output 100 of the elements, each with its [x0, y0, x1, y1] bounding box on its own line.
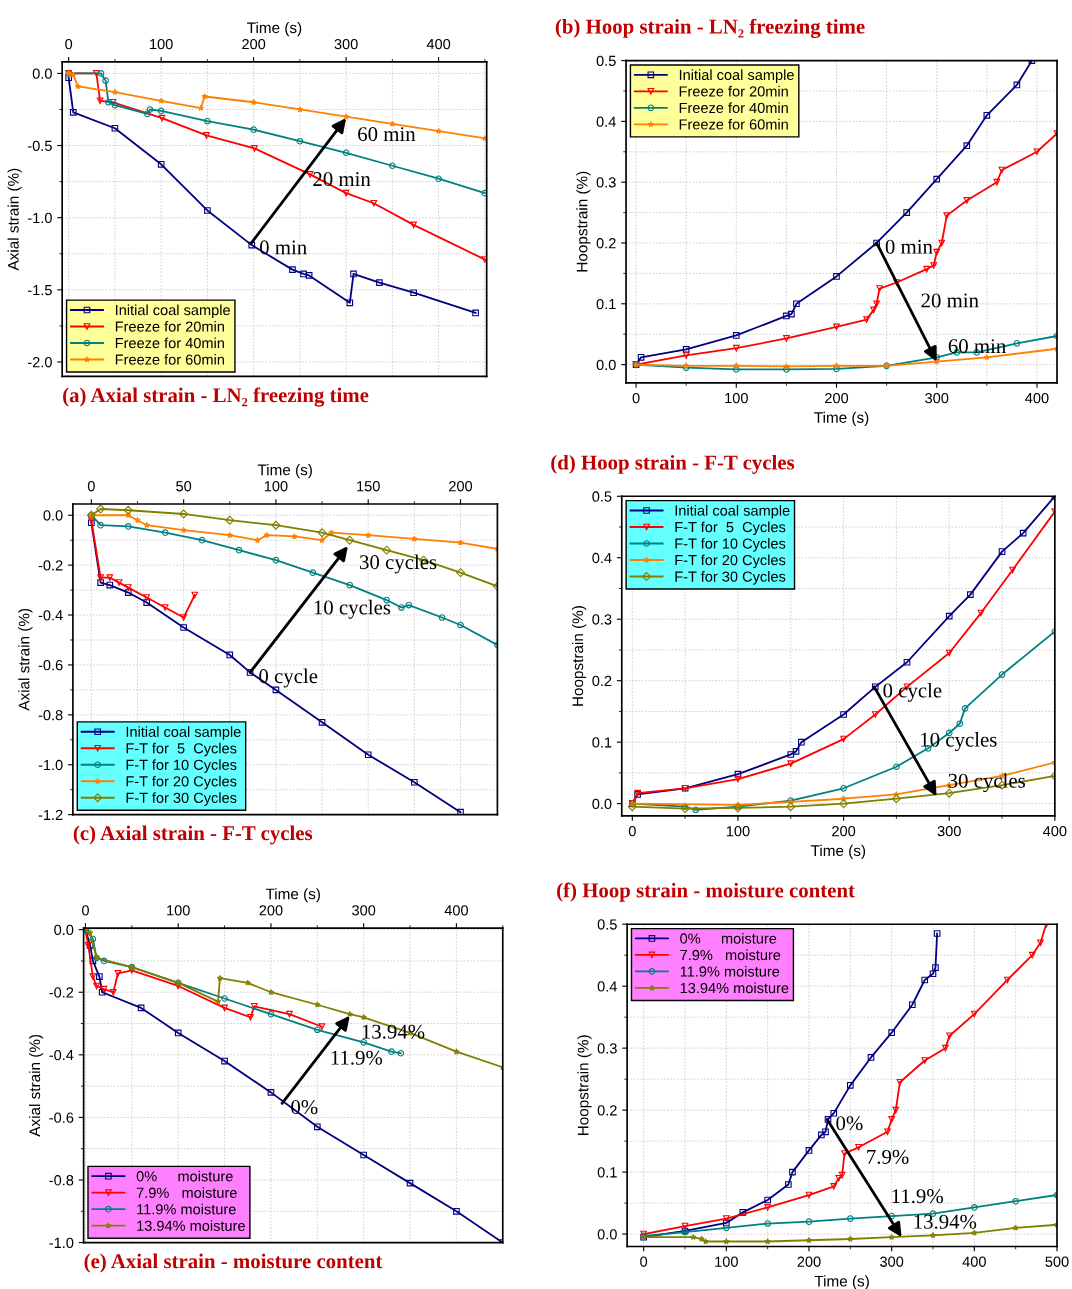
y-tick-label: -1.2	[38, 809, 63, 820]
y-axis-title: Axial strain (%)	[28, 1034, 44, 1137]
y-tick-label: 0.4	[592, 552, 612, 564]
legend-label: F-T for 5 Cycles	[675, 521, 786, 536]
x-tick-label: 200	[832, 826, 856, 837]
x-tick-label: 0	[628, 826, 636, 837]
legend-label: F-T for 30 Cycles	[675, 571, 786, 585]
y-tick-label: -0.2	[49, 987, 74, 998]
x-tick-label: 100	[264, 481, 288, 492]
x-tick-label: 300	[352, 905, 376, 916]
x-tick-label: 200	[797, 1256, 821, 1267]
legend-label: Freeze for 20min	[679, 85, 788, 97]
legend-label: F-T for 10 Cycles	[126, 759, 237, 773]
annotation: 30 cycles	[360, 554, 437, 574]
x-tick-label: 150	[357, 481, 380, 492]
y-tick-label: 0.5	[592, 491, 612, 502]
y-tick-label: -0.8	[49, 1175, 74, 1186]
legend-label: 0% moisture	[680, 932, 777, 944]
legend-label: 13.94% moisture	[137, 1220, 245, 1231]
x-tick-label: 300	[937, 826, 961, 837]
legend-label: Initial coal sample	[679, 69, 794, 83]
chart-title: (f) Hoop strain - moisture content	[557, 882, 855, 902]
x-tick-label: 200	[825, 392, 849, 404]
y-tick-label: 0.2	[596, 238, 616, 249]
x-tick-label: 100	[725, 392, 748, 404]
annotation: 20 min	[921, 293, 979, 308]
y-axis-title: Hoopstrain (%)	[571, 606, 587, 706]
legend-label: Freeze for 60min	[115, 354, 224, 365]
legend-label: F-T for 5 Cycles	[126, 742, 237, 757]
x-axis-title: Time (s)	[810, 844, 866, 860]
y-tick-label: 0.1	[596, 298, 616, 310]
x-tick-label: 400	[1025, 392, 1049, 404]
x-tick-label: 100	[726, 826, 750, 837]
annotation: 0 cycle	[883, 682, 942, 702]
legend-label: Freeze for 60min	[679, 118, 788, 130]
y-tick-label: 0.0	[596, 359, 616, 371]
chart-title: (b) Hoop strain - LN₂ freezing time	[555, 18, 865, 39]
y-tick-label: -0.6	[38, 660, 63, 671]
annotation: 0%	[291, 1100, 318, 1115]
x-tick-label: 200	[242, 38, 266, 50]
annotation: 0 min	[885, 239, 933, 254]
y-tick-label: -0.2	[38, 560, 63, 571]
y-tick-label: 0.3	[592, 614, 612, 625]
x-tick-label: 0	[632, 392, 640, 404]
annotation: 13.94%	[914, 1214, 977, 1229]
x-axis-title: Time (s)	[265, 888, 320, 903]
y-tick-label: 0.2	[592, 675, 612, 687]
x-tick-label: 0	[81, 905, 89, 916]
legend-label: Freeze for 40min	[679, 102, 788, 114]
x-tick-label: 0	[87, 481, 95, 492]
x-tick-label: 400	[444, 905, 468, 916]
x-tick-label: 300	[334, 38, 358, 50]
legend-label: F-T for 10 Cycles	[675, 538, 786, 552]
y-tick-label: 0.0	[32, 68, 52, 79]
x-axis-title: Time (s)	[814, 1275, 869, 1289]
legend-label: 13.94% moisture	[680, 982, 789, 994]
x-tick-label: 200	[449, 481, 473, 492]
text: (e) Axial strain - moisture content	[84, 1253, 383, 1273]
legend-label: 7.9% moisture	[136, 1187, 237, 1198]
annotation: 11.9%	[331, 1050, 383, 1065]
y-tick-label: 0.4	[596, 116, 616, 127]
y-tick-label: 0.0	[54, 924, 74, 936]
x-tick-label: 100	[167, 905, 190, 916]
y-tick-label: -1.0	[27, 212, 52, 224]
y-tick-label: 0.2	[597, 1105, 617, 1116]
annotation: 0 min	[259, 240, 307, 255]
x-tick-label: 50	[176, 481, 192, 492]
x-axis-title: Time (s)	[247, 21, 302, 37]
annotation: 7.9%	[867, 1149, 909, 1164]
y-tick-label: 0.1	[592, 737, 612, 748]
legend-label: 11.9% moisture	[680, 965, 780, 977]
y-tick-label: -2.0	[27, 357, 52, 368]
x-tick-label: 200	[259, 905, 283, 916]
x-tick-label: 100	[150, 38, 173, 50]
y-tick-label: 0.4	[597, 981, 617, 992]
annotation: 10 cycles	[314, 599, 391, 619]
annotation: 0%	[836, 1116, 863, 1131]
y-tick-label: 0.5	[596, 55, 616, 67]
legend-label: Initial coal sample	[126, 726, 241, 740]
y-tick-label: -1.0	[49, 1237, 74, 1249]
legend-label: Freeze for 20min	[115, 321, 224, 332]
y-tick-label: 0.0	[597, 1229, 617, 1240]
y-tick-label: -0.5	[27, 140, 52, 151]
y-tick-label: -0.6	[49, 1112, 74, 1123]
y-tick-label: 0.3	[596, 177, 616, 188]
legend-label: Freeze for 40min	[115, 337, 224, 349]
legend-label: 11.9% moisture	[137, 1203, 236, 1215]
legend-label: 0% moisture	[136, 1170, 233, 1182]
y-tick-label: -0.4	[38, 610, 63, 621]
text: (a) Axial strain - LN₂ freezing time	[63, 387, 369, 407]
legend-label: F-T for 20 Cycles	[126, 775, 237, 790]
x-axis-title: Time (s)	[257, 464, 312, 479]
x-tick-label: 300	[925, 392, 949, 404]
y-tick-label: 0.5	[597, 919, 617, 930]
annotation: 11.9%	[892, 1189, 943, 1204]
x-tick-label: 300	[880, 1256, 904, 1267]
y-tick-label: -1.0	[38, 759, 63, 771]
y-axis-title: Hoopstrain (%)	[577, 1035, 592, 1136]
x-tick-label: 400	[426, 38, 451, 50]
y-tick-label: 0.1	[597, 1167, 617, 1178]
